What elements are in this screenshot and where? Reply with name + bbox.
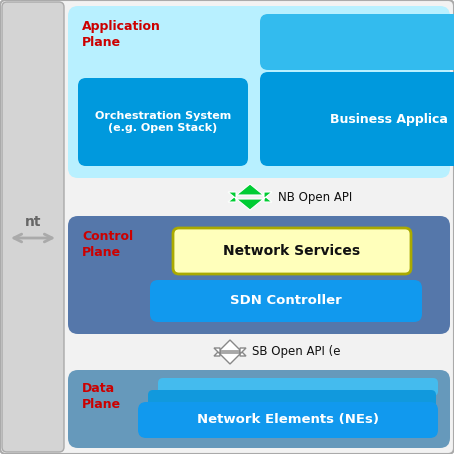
FancyBboxPatch shape [78,78,248,166]
FancyBboxPatch shape [68,370,450,448]
Text: Control
Plane: Control Plane [82,230,133,259]
FancyBboxPatch shape [138,402,438,438]
Text: SDN Controller: SDN Controller [230,295,342,307]
Polygon shape [214,348,246,364]
Text: Application
Plane: Application Plane [82,20,161,49]
Polygon shape [228,184,272,202]
FancyBboxPatch shape [150,280,422,322]
FancyBboxPatch shape [173,228,411,274]
FancyBboxPatch shape [260,72,454,166]
FancyBboxPatch shape [158,378,438,396]
FancyBboxPatch shape [68,6,450,178]
FancyBboxPatch shape [2,2,64,452]
Text: Network Elements (NEs): Network Elements (NEs) [197,414,379,426]
Text: nt: nt [25,215,41,229]
Text: Data
Plane: Data Plane [82,382,121,411]
Polygon shape [214,340,246,356]
Text: Orchestration System
(e.g. Open Stack): Orchestration System (e.g. Open Stack) [95,111,231,133]
Text: Network Services: Network Services [223,244,360,258]
FancyBboxPatch shape [68,216,450,334]
FancyBboxPatch shape [260,14,454,70]
Text: SB Open API (e: SB Open API (e [252,345,340,359]
FancyBboxPatch shape [148,390,436,408]
Polygon shape [228,192,272,210]
Text: Business Applica: Business Applica [330,113,448,125]
Text: NB Open API: NB Open API [278,191,352,203]
